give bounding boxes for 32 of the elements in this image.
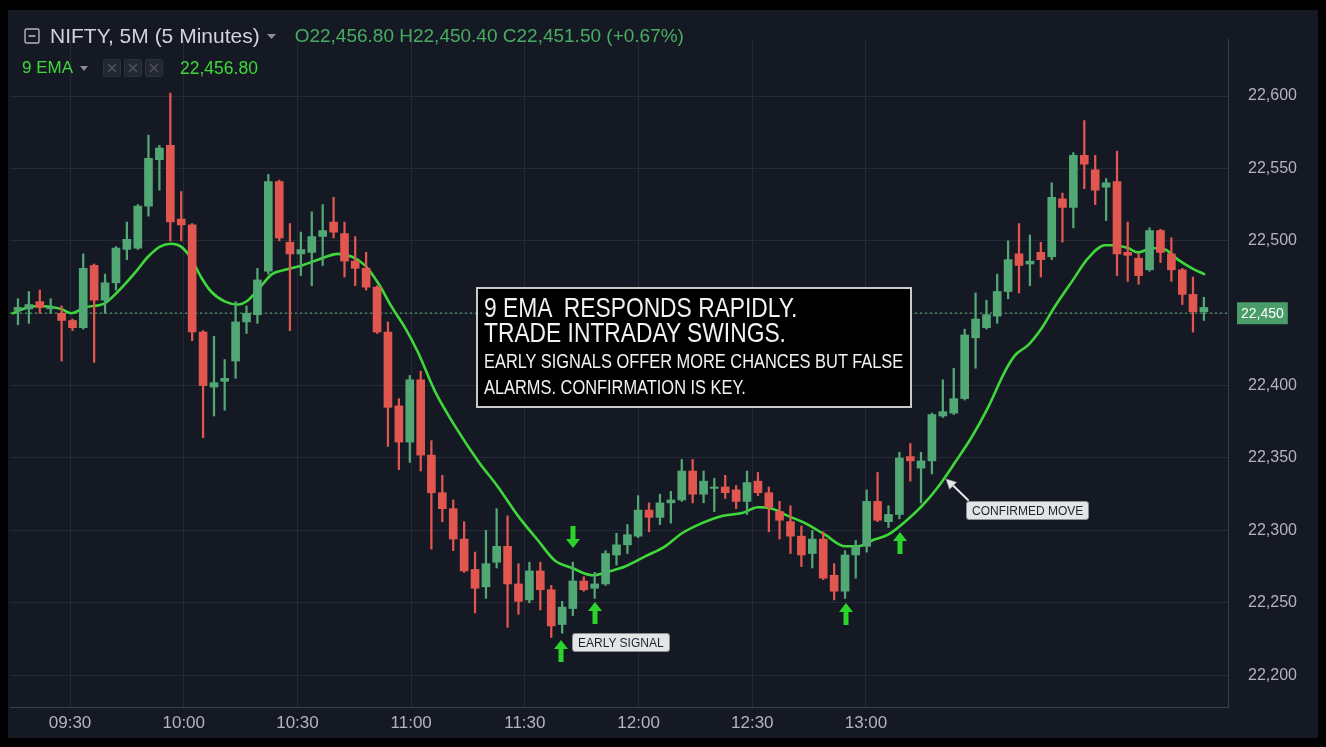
chart-title: NIFTY, 5M (5 Minutes) (50, 24, 260, 48)
x-tick-label: 12:00 (617, 712, 660, 732)
ref-line-label: 22,450 (1241, 305, 1285, 322)
candlestick (329, 197, 338, 239)
candlestick (971, 292, 980, 369)
x-tick-label: 10:00 (162, 712, 206, 732)
y-tick-label: 22,300 (1248, 520, 1298, 538)
y-tick-label: 22,200 (1248, 665, 1298, 683)
candlestick (1058, 192, 1067, 243)
candlestick (155, 144, 164, 191)
y-tick-label: 22,500 (1248, 231, 1298, 249)
x-tick-label: 11:00 (390, 712, 432, 732)
y-tick-label: 22,550 (1248, 158, 1298, 176)
x-tick-label: 10:30 (276, 712, 319, 732)
candlestick (612, 532, 621, 566)
x-tick-label: 12:30 (730, 712, 774, 732)
y-tick-label: 22,600 (1248, 86, 1298, 104)
x-tick-label: 11:30 (504, 712, 546, 732)
y-tick-label: 22,250 (1248, 593, 1298, 611)
candlestick (775, 501, 784, 540)
x-tick-label: 09:30 (48, 712, 92, 732)
y-tick-label: 22,350 (1248, 448, 1298, 466)
text: 9 EMA (22, 58, 74, 78)
x-tick-label: 13:00 (844, 712, 888, 732)
y-tick-label: 22,400 (1248, 376, 1298, 394)
annotation: EARLY SIGNALS OFFER MORE CHANCES BUT FALSE ALARMS. CONFIRMATION IS KEY. (484, 348, 905, 400)
chart-subtitle: O22,456.80 H22,450.40 C22,451.50 (+0.67%) (294, 25, 684, 47)
candlestick (57, 305, 66, 362)
candlestick (786, 505, 795, 554)
annotation: CONFIRMED MOVE (966, 501, 1090, 520)
annotation: EARLY SIGNAL (572, 633, 670, 652)
annotation: 22,456.80 (180, 57, 258, 79)
